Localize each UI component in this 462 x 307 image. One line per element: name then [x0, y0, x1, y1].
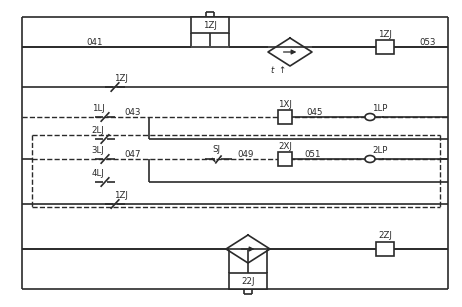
Text: 2XJ: 2XJ	[278, 142, 292, 150]
Text: 4LJ: 4LJ	[91, 169, 104, 177]
Text: 2LJ: 2LJ	[91, 126, 104, 134]
Text: 045: 045	[307, 107, 323, 116]
Bar	[376, 242, 394, 256]
Text: 1XJ: 1XJ	[278, 99, 292, 108]
Ellipse shape	[365, 114, 375, 121]
Text: 2ZJ: 2ZJ	[378, 231, 392, 240]
Text: SJ: SJ	[212, 145, 220, 154]
Text: 1ZJ: 1ZJ	[114, 191, 128, 200]
Text: 1LJ: 1LJ	[91, 103, 104, 112]
Text: 22J: 22J	[241, 277, 255, 286]
Bar	[278, 152, 292, 166]
Bar	[278, 110, 292, 124]
Text: 043: 043	[125, 107, 141, 116]
Text: ↑: ↑	[279, 65, 286, 75]
Text: t: t	[270, 65, 274, 75]
Bar	[376, 40, 394, 54]
Bar	[191, 17, 229, 33]
Text: 1ZJ: 1ZJ	[378, 29, 392, 38]
Text: 041: 041	[87, 37, 103, 46]
Text: 2LP: 2LP	[372, 146, 388, 154]
Text: 3LJ: 3LJ	[91, 146, 104, 154]
Text: 049: 049	[238, 150, 254, 158]
Text: 051: 051	[305, 150, 321, 158]
Text: 1ZJ: 1ZJ	[203, 21, 217, 29]
Text: 1LP: 1LP	[372, 103, 388, 112]
Ellipse shape	[365, 156, 375, 162]
Text: 047: 047	[125, 150, 141, 158]
Text: 1ZJ: 1ZJ	[114, 73, 128, 83]
Bar	[229, 273, 267, 289]
Text: 053: 053	[420, 37, 436, 46]
